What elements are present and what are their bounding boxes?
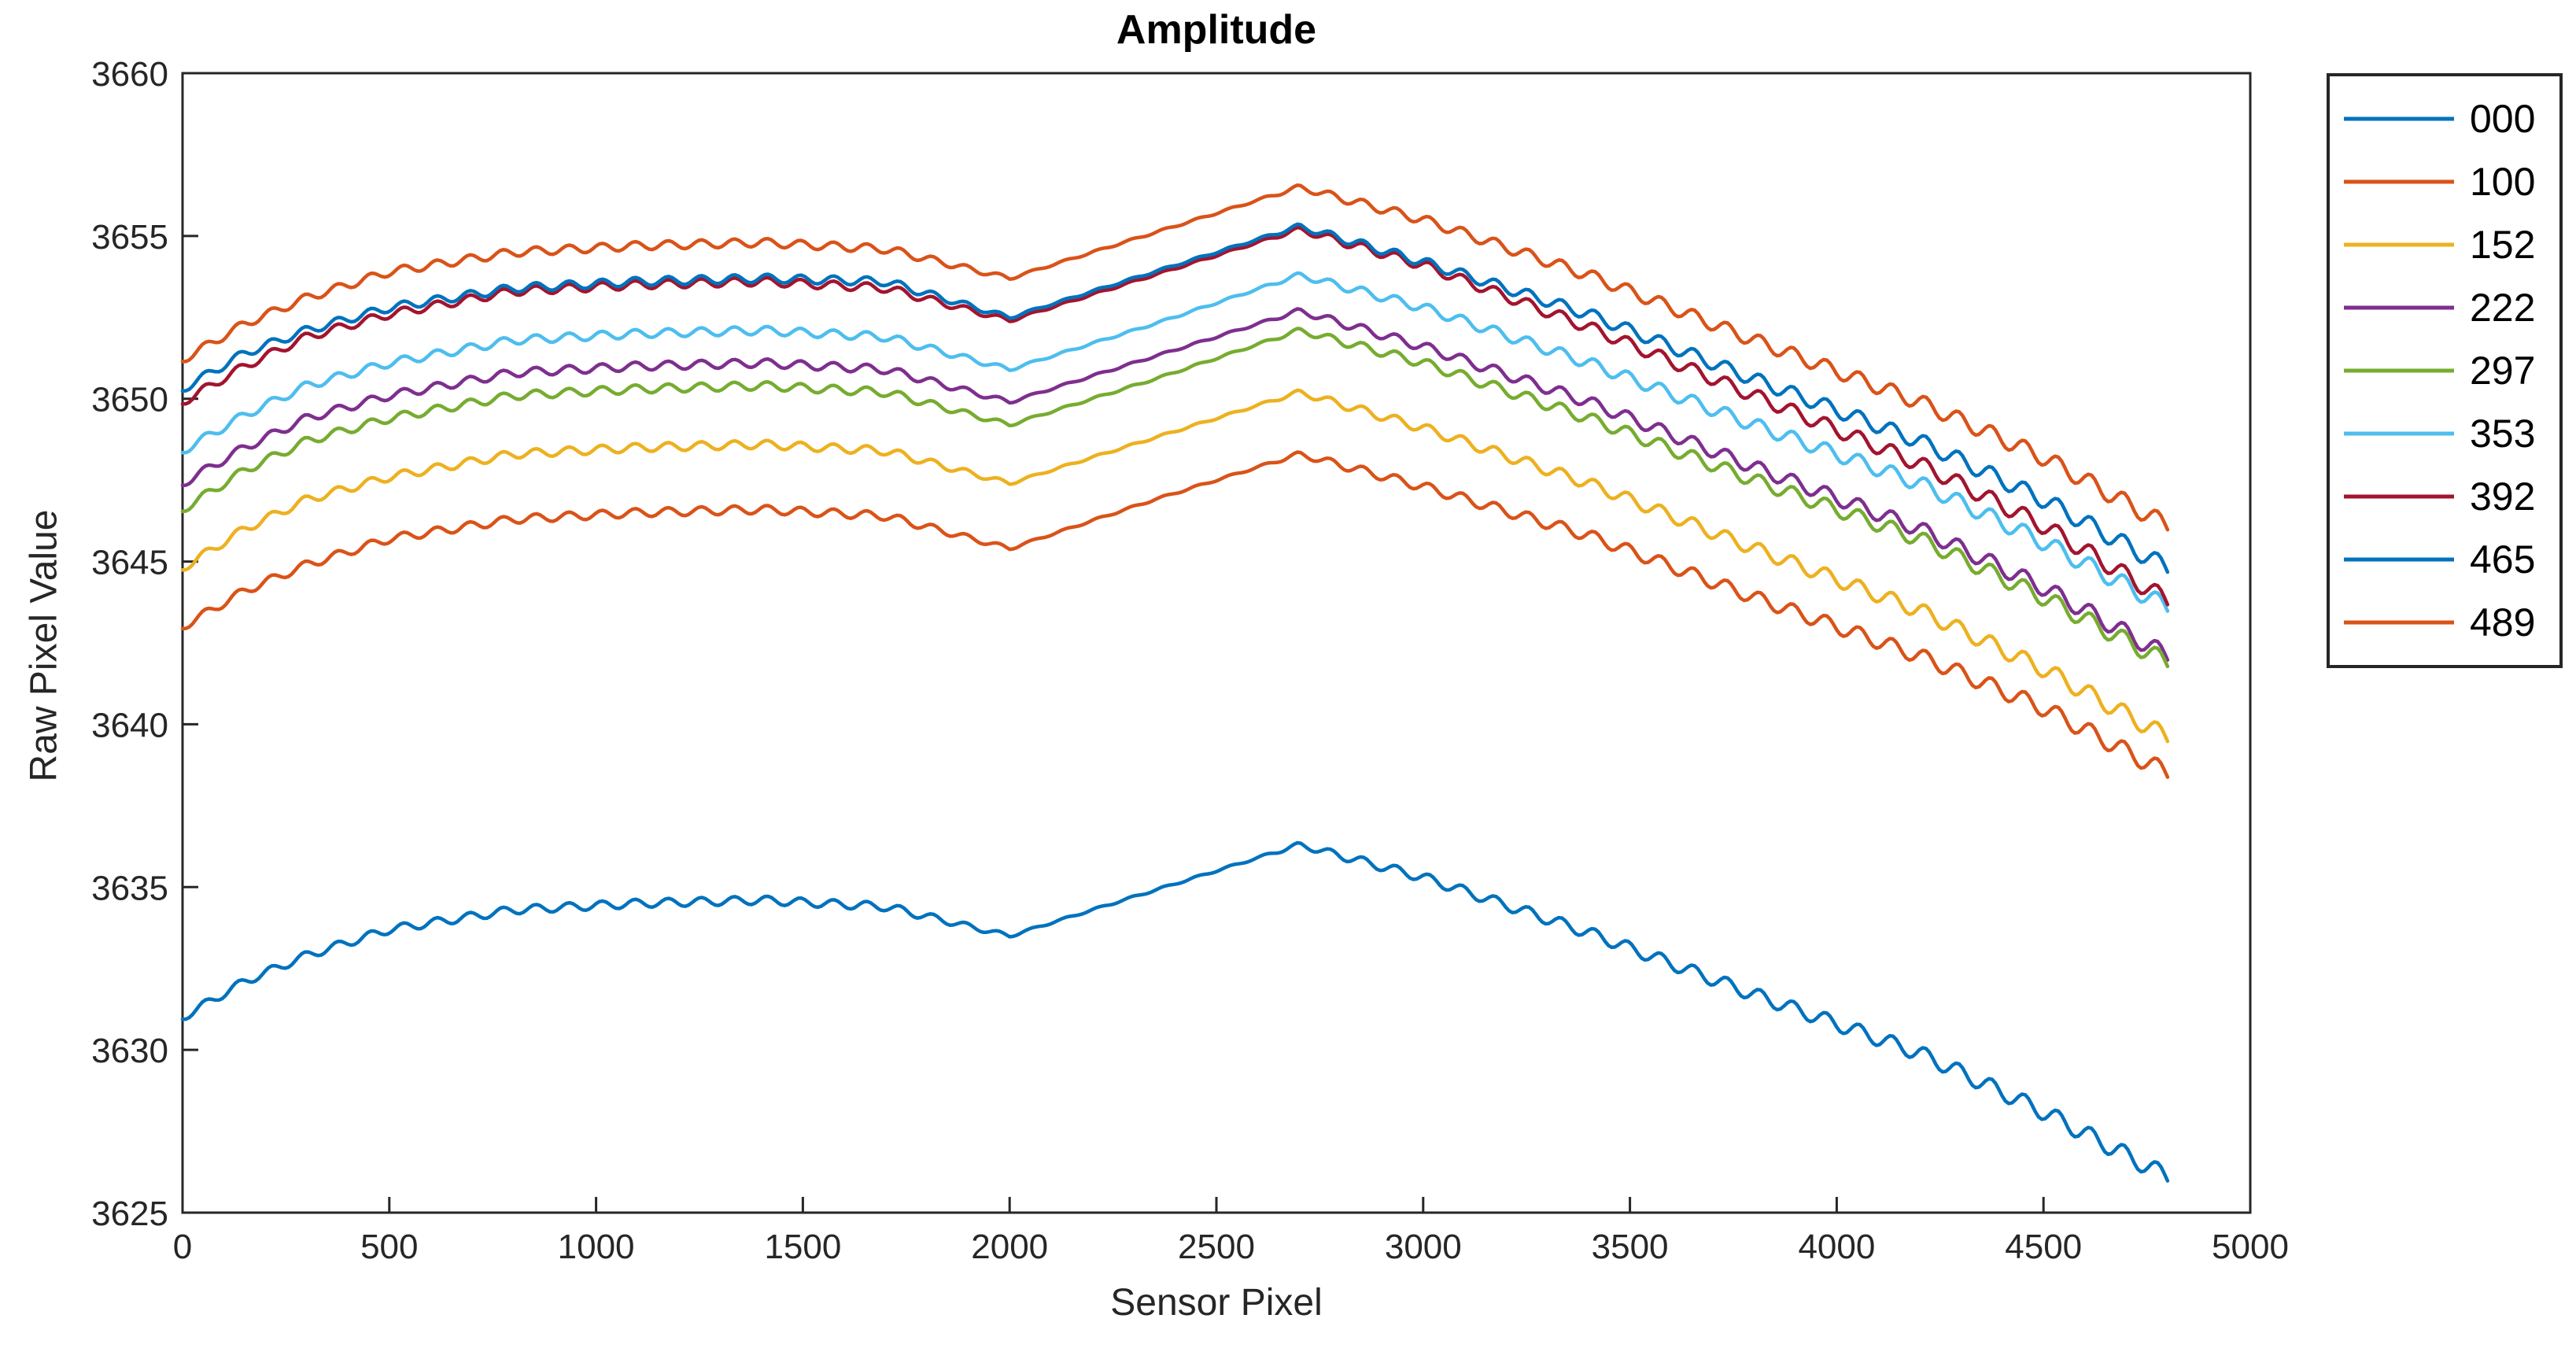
x-tick-label: 500 bbox=[360, 1228, 418, 1266]
legend-line-sample bbox=[2344, 368, 2454, 373]
y-tick-label: 3630 bbox=[91, 1032, 168, 1070]
y-tick-label: 3660 bbox=[91, 55, 168, 94]
legend-item-297: 297 bbox=[2330, 339, 2559, 402]
y-axis-label: Raw Pixel Value bbox=[23, 509, 65, 782]
series-line-392 bbox=[180, 225, 2170, 607]
y-tick-label: 3655 bbox=[91, 218, 168, 257]
legend-line-sample bbox=[2344, 116, 2454, 121]
legend-item-465: 465 bbox=[2330, 528, 2559, 591]
legend-label: 392 bbox=[2470, 475, 2536, 519]
legend-label: 489 bbox=[2470, 600, 2536, 644]
legend-line-sample bbox=[2344, 620, 2454, 625]
legend-line-sample bbox=[2344, 494, 2454, 499]
y-tick-label: 3640 bbox=[91, 706, 168, 744]
x-tick-label: 3500 bbox=[1592, 1228, 1669, 1266]
legend-box: 000 100 152 222 297 353 392 465 489 bbox=[2327, 73, 2563, 668]
x-axis-label: Sensor Pixel bbox=[1110, 1282, 1323, 1324]
legend-line-sample bbox=[2344, 557, 2454, 562]
legend-line-sample bbox=[2344, 305, 2454, 310]
plot-border bbox=[181, 72, 2252, 1214]
x-tick-label: 4500 bbox=[2005, 1228, 2082, 1266]
x-tick-label: 2000 bbox=[971, 1228, 1048, 1266]
legend-label: 353 bbox=[2470, 412, 2536, 456]
legend-label: 100 bbox=[2470, 160, 2536, 204]
x-tick-label: 0 bbox=[173, 1228, 192, 1266]
series-line-353 bbox=[180, 271, 2170, 613]
y-tick-label: 3650 bbox=[91, 381, 168, 419]
series-line-152 bbox=[180, 388, 2170, 744]
legend-label: 222 bbox=[2470, 286, 2536, 330]
series-line-489 bbox=[180, 183, 2170, 532]
legend-item-392: 392 bbox=[2330, 465, 2559, 528]
series-line-465 bbox=[180, 222, 2170, 574]
x-tick-label: 5000 bbox=[2212, 1228, 2289, 1266]
legend-item-100: 100 bbox=[2330, 150, 2559, 213]
y-tick-label: 3625 bbox=[91, 1195, 168, 1233]
legend-item-152: 152 bbox=[2330, 213, 2559, 276]
legend-item-222: 222 bbox=[2330, 276, 2559, 339]
legend-line-sample bbox=[2344, 431, 2454, 436]
legend-item-489: 489 bbox=[2330, 591, 2559, 654]
x-tick-label: 1000 bbox=[558, 1228, 635, 1266]
series-line-100 bbox=[180, 450, 2170, 779]
legend-item-353: 353 bbox=[2330, 402, 2559, 465]
legend-label: 465 bbox=[2470, 537, 2536, 582]
x-tick-label: 3000 bbox=[1385, 1228, 1462, 1266]
legend-label: 152 bbox=[2470, 223, 2536, 267]
y-tick-label: 3635 bbox=[91, 869, 168, 907]
series-line-000 bbox=[180, 840, 2170, 1183]
legend-label: 000 bbox=[2470, 97, 2536, 141]
legend-item-000: 000 bbox=[2330, 87, 2559, 150]
x-tick-label: 2500 bbox=[1178, 1228, 1255, 1266]
x-tick-label: 4000 bbox=[1798, 1228, 1875, 1266]
legend-line-sample bbox=[2344, 179, 2454, 184]
series-line-297 bbox=[180, 327, 2170, 669]
legend-line-sample bbox=[2344, 242, 2454, 247]
legend-label: 297 bbox=[2470, 349, 2536, 393]
series-line-222 bbox=[180, 307, 2170, 662]
x-tick-label: 1500 bbox=[764, 1228, 841, 1266]
y-tick-label: 3645 bbox=[91, 544, 168, 582]
chart-title: Amplitude bbox=[1116, 7, 1317, 53]
